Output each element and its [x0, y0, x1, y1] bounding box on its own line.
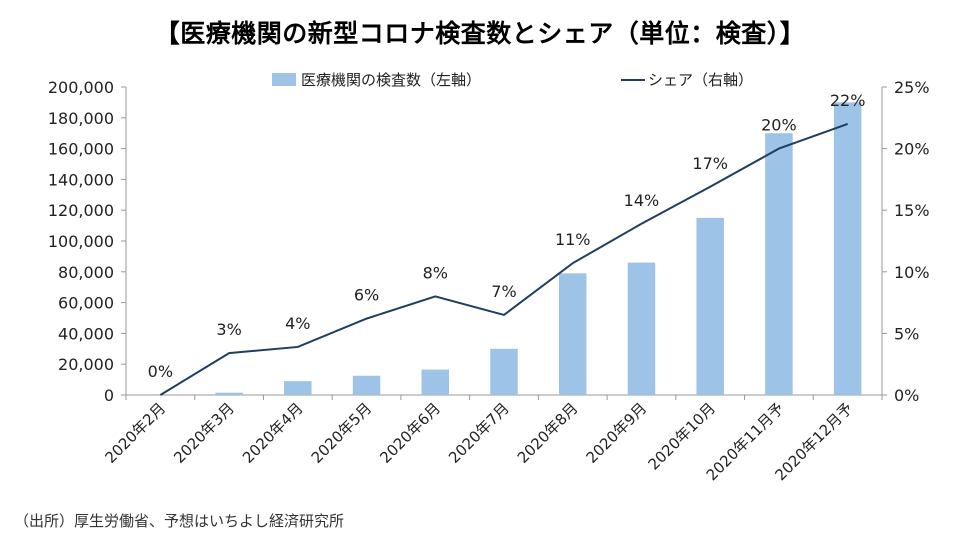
share-data-label: 0%	[148, 362, 173, 381]
x-tick-label: 2020年6月	[376, 399, 444, 467]
y-left-tick-label: 60,000	[58, 294, 114, 313]
y-right-tick-label: 25%	[894, 78, 930, 97]
source-note: （出所）厚生労働省、予想はいちよし経済研究所	[14, 512, 345, 530]
share-data-label: 6%	[354, 286, 379, 305]
bar	[558, 273, 587, 395]
bar	[627, 262, 656, 395]
y-left-tick-label: 200,000	[48, 78, 114, 97]
y-right-tick-label: 5%	[894, 324, 919, 343]
share-line-layer	[159, 123, 848, 396]
legend: 医療機関の検査数（左軸） シェア（右軸）	[272, 71, 753, 89]
share-data-label: 17%	[692, 154, 728, 173]
y-right-tick-label: 20%	[894, 140, 930, 159]
y-left-tick-label: 160,000	[48, 140, 114, 159]
bar	[696, 217, 724, 395]
legend-bar-label: 医療機関の検査数（左軸）	[301, 71, 481, 89]
y-left-tick-label: 120,000	[48, 201, 114, 220]
x-tick-label: 2020年9月	[583, 399, 651, 467]
y-left-tick-label: 40,000	[58, 324, 114, 343]
y-left-tick-label: 20,000	[58, 355, 114, 374]
share-data-label: 4%	[285, 314, 310, 333]
x-tick-label: 2020年4月	[239, 399, 307, 467]
x-tick-label: 2020年7月	[445, 399, 513, 467]
share-data-label: 14%	[624, 191, 660, 210]
y-left-tick-label: 80,000	[58, 263, 114, 282]
x-tick-label: 2020年5月	[308, 399, 376, 467]
bar	[765, 133, 793, 395]
data-labels: 0% 3% 4% 6% 8% 7% 11% 14% 17% 20% 22%	[148, 91, 866, 381]
y-right-tick-label: 0%	[894, 386, 919, 405]
x-tick-label: 2020年8月	[514, 399, 582, 467]
share-data-label: 11%	[555, 230, 591, 249]
bar	[284, 381, 312, 395]
share-data-label: 3%	[216, 320, 241, 339]
legend-bar-swatch	[272, 73, 296, 86]
legend-line-label: シェア（右軸）	[648, 71, 753, 89]
chart-title: 【医療機関の新型コロナ検査数とシェア（単位：検査）】	[154, 19, 806, 48]
bar	[421, 369, 450, 395]
bar	[215, 392, 243, 395]
share-data-label: 22%	[830, 91, 866, 110]
share-data-label: 7%	[491, 282, 516, 301]
y-left-tick-label: 180,000	[48, 109, 114, 128]
axes: 0 20,000 40,000 60,000 80,000 100,000 120,000 1…	[48, 78, 930, 484]
bar	[833, 102, 862, 396]
x-tick-label: 2020年3月	[170, 399, 238, 467]
share-data-label: 20%	[761, 116, 797, 135]
share-data-label: 8%	[423, 263, 448, 282]
x-tick-label: 2020年2月	[102, 399, 170, 467]
y-left-tick-label: 0	[104, 386, 114, 405]
y-right-tick-label: 15%	[894, 201, 930, 220]
x-tick-label: 2020年10月	[645, 399, 719, 473]
y-left-tick-label: 100,000	[48, 232, 114, 251]
y-right-tick-label: 10%	[894, 263, 930, 282]
y-left-tick-label: 140,000	[48, 170, 114, 189]
bar	[490, 348, 518, 395]
bar	[352, 375, 381, 395]
bars	[215, 102, 862, 396]
